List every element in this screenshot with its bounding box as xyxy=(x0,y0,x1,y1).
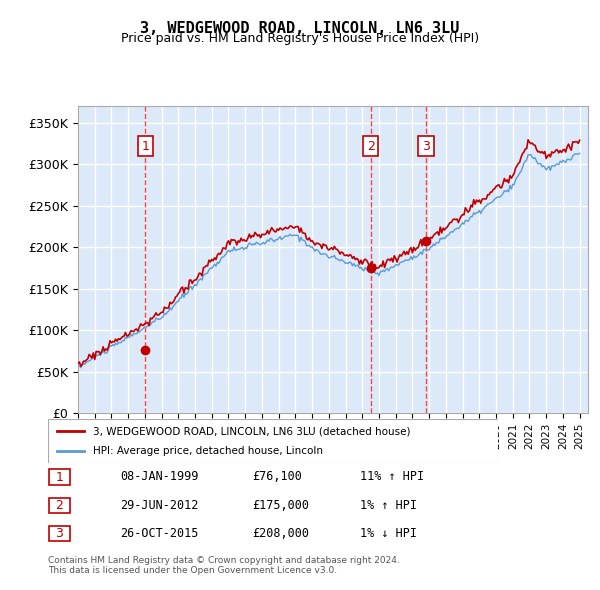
Text: 08-JAN-1999: 08-JAN-1999 xyxy=(120,470,199,483)
Text: Contains HM Land Registry data © Crown copyright and database right 2024.
This d: Contains HM Land Registry data © Crown c… xyxy=(48,556,400,575)
Text: 2: 2 xyxy=(55,499,64,512)
Text: 29-JUN-2012: 29-JUN-2012 xyxy=(120,499,199,512)
Text: 26-OCT-2015: 26-OCT-2015 xyxy=(120,527,199,540)
Text: 3, WEDGEWOOD ROAD, LINCOLN, LN6 3LU: 3, WEDGEWOOD ROAD, LINCOLN, LN6 3LU xyxy=(140,21,460,35)
Text: 1: 1 xyxy=(142,140,149,153)
Text: 3, WEDGEWOOD ROAD, LINCOLN, LN6 3LU (detached house): 3, WEDGEWOOD ROAD, LINCOLN, LN6 3LU (det… xyxy=(93,427,410,436)
Text: 2: 2 xyxy=(367,140,374,153)
Text: 3: 3 xyxy=(55,527,64,540)
Text: 1% ↓ HPI: 1% ↓ HPI xyxy=(360,527,417,540)
Text: 1% ↑ HPI: 1% ↑ HPI xyxy=(360,499,417,512)
Text: £175,000: £175,000 xyxy=(252,499,309,512)
FancyBboxPatch shape xyxy=(48,419,498,463)
FancyBboxPatch shape xyxy=(49,469,70,485)
FancyBboxPatch shape xyxy=(49,526,70,542)
Text: Price paid vs. HM Land Registry's House Price Index (HPI): Price paid vs. HM Land Registry's House … xyxy=(121,32,479,45)
Text: 1: 1 xyxy=(55,470,64,484)
Text: 11% ↑ HPI: 11% ↑ HPI xyxy=(360,470,424,483)
Text: £208,000: £208,000 xyxy=(252,527,309,540)
FancyBboxPatch shape xyxy=(49,497,70,513)
Text: 3: 3 xyxy=(422,140,430,153)
Text: £76,100: £76,100 xyxy=(252,470,302,483)
Text: HPI: Average price, detached house, Lincoln: HPI: Average price, detached house, Linc… xyxy=(93,446,323,455)
